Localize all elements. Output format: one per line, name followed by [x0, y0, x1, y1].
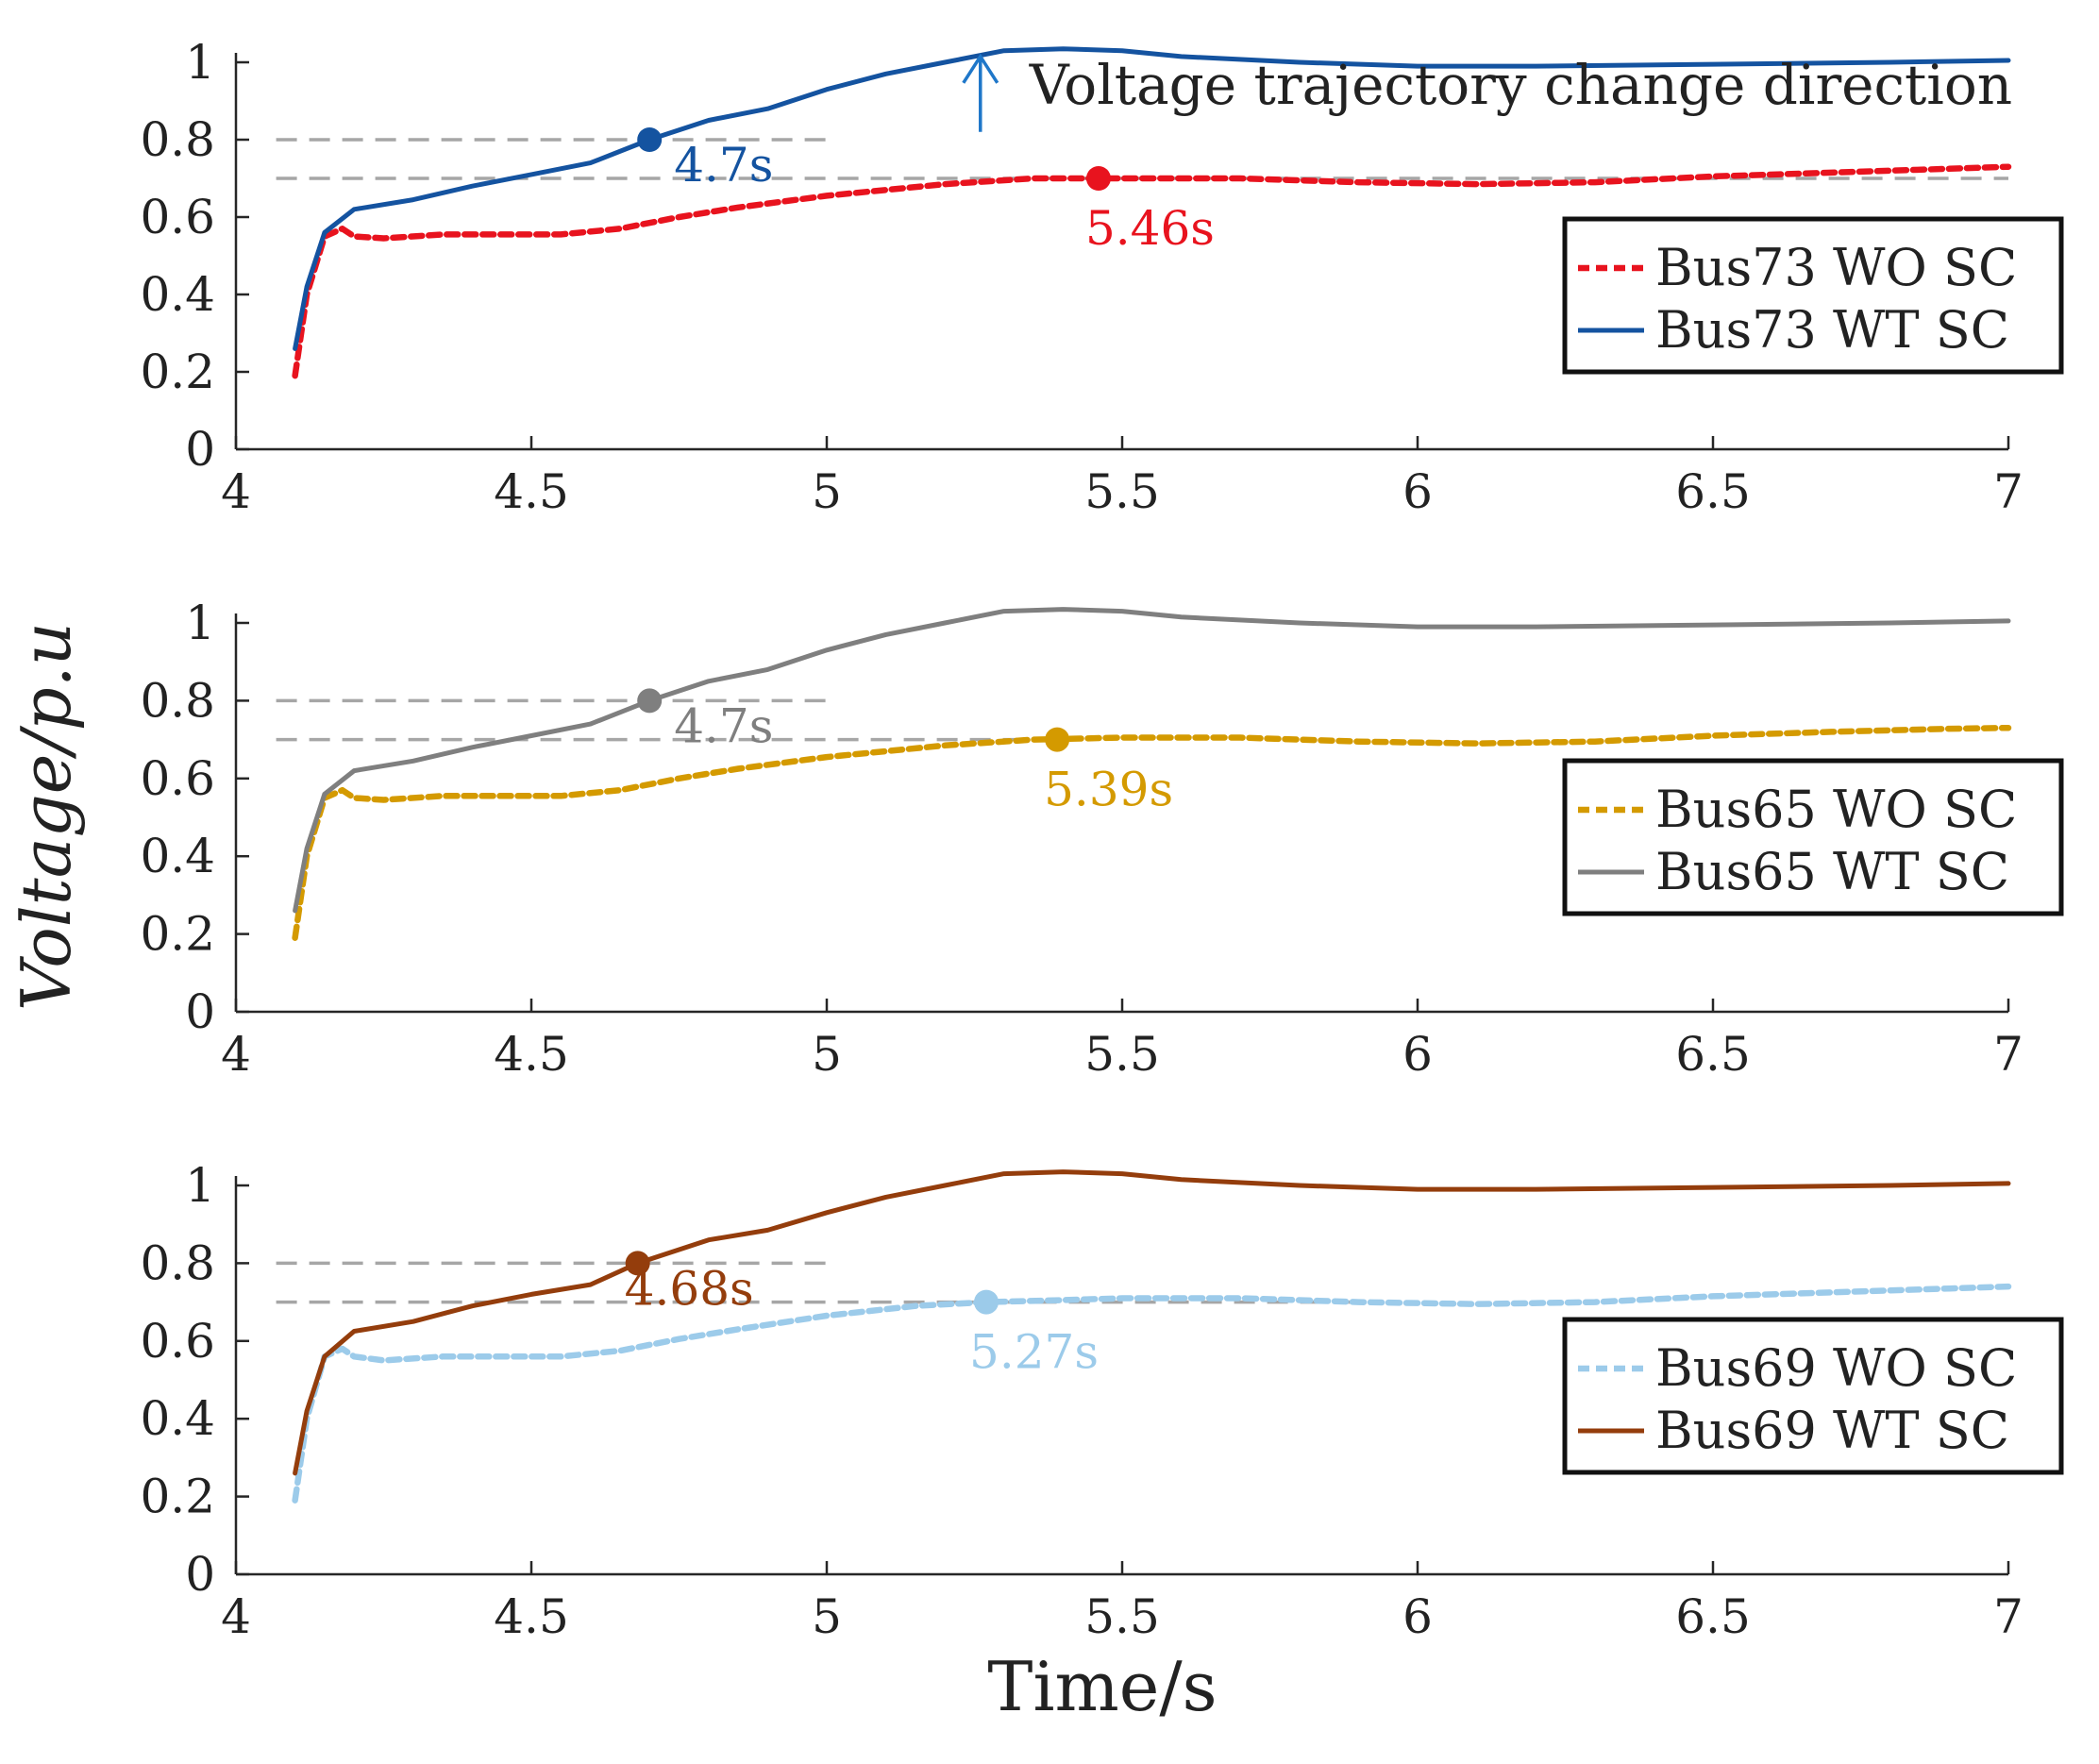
y-tick-label: 0.2	[140, 1470, 215, 1524]
series-line	[292, 1283, 2012, 1504]
x-tick-label: 6	[1402, 1589, 1433, 1644]
y-tick-label: 0.6	[140, 190, 215, 244]
marker-label: 4.7s	[674, 138, 773, 193]
x-tick-label: 6.5	[1675, 1589, 1751, 1644]
y-tick-label: 0.8	[140, 112, 215, 167]
x-axis-title: Time/s	[987, 1647, 1217, 1726]
legend-box	[1562, 758, 2064, 916]
x-tick-label: 6	[1402, 464, 1433, 519]
legend-label: Bus73 WT SC	[1655, 300, 2009, 360]
marker-label: 5.27s	[969, 1325, 1099, 1380]
y-tick-label: 0	[185, 1547, 215, 1602]
x-tick-label: 5	[812, 1589, 842, 1644]
x-tick-label: 7	[1993, 464, 2023, 519]
x-tick-label: 4.5	[494, 464, 569, 519]
chart-panel-3: 4 4.5 5 5.5 6 6.5 7 0 0.2 0.4 0.6 0.8 1 5.27s 4.68s Bus…	[140, 1158, 2064, 1644]
annotation-text: Voltage trajectory change direction	[1029, 53, 2012, 117]
x-tick-label: 6.5	[1675, 464, 1751, 519]
x-tick-label: 4	[221, 464, 251, 519]
x-tick-label: 4	[221, 1589, 251, 1644]
legend-label: Bus69 WT SC	[1655, 1401, 2009, 1460]
x-tick-label: 7	[1993, 1027, 2023, 1082]
series-marker	[1045, 727, 1070, 752]
x-tick-label: 6.5	[1675, 1027, 1751, 1082]
x-tick-label: 6	[1402, 1027, 1433, 1082]
x-tick-label: 5.5	[1084, 1027, 1160, 1082]
y-tick-label: 0	[185, 984, 215, 1039]
y-tick-label: 1	[185, 35, 215, 90]
y-tick-label: 0.4	[140, 829, 215, 883]
y-tick-label: 0.4	[140, 267, 215, 322]
x-tick-label: 4.5	[494, 1589, 569, 1644]
legend-box	[1562, 216, 2064, 375]
series-marker	[637, 127, 663, 152]
series-marker	[1085, 166, 1111, 191]
x-tick-label: 5	[812, 1027, 842, 1082]
legend-label: Bus69 WO SC	[1655, 1338, 2017, 1398]
y-tick-label: 0.6	[140, 751, 215, 806]
y-tick-label: 0.2	[140, 907, 215, 962]
series-marker	[625, 1251, 650, 1276]
x-tick-label: 5	[812, 464, 842, 519]
y-axis-title: Voltage/p.u	[7, 622, 86, 1011]
y-tick-label: 0.8	[140, 1235, 215, 1290]
chart-panel-1: 4 4.5 5 5.5 6 6.5 7 0 0.2 0.4 0.6 0.8 1 5.46s 4.7s Volt…	[140, 35, 2064, 519]
marker-label: 4.7s	[674, 698, 773, 753]
x-tick-label: 4	[221, 1027, 251, 1082]
marker-label: 4.68s	[625, 1261, 754, 1316]
series-marker	[974, 1289, 999, 1315]
y-tick-label: 0.6	[140, 1314, 215, 1369]
y-tick-label: 0.4	[140, 1391, 215, 1446]
x-tick-label: 5.5	[1084, 1589, 1160, 1644]
legend-box	[1562, 1317, 2064, 1475]
x-tick-label: 5.5	[1084, 464, 1160, 519]
x-tick-label: 7	[1993, 1589, 2023, 1644]
x-tick-label: 4.5	[494, 1027, 569, 1082]
annotation-arrow-head	[962, 53, 999, 84]
y-tick-label: 0.2	[140, 344, 215, 399]
y-tick-label: 1	[185, 596, 215, 650]
y-tick-label: 1	[185, 1158, 215, 1213]
y-tick-label: 0	[185, 422, 215, 477]
marker-label: 5.39s	[1044, 763, 1173, 817]
series-line	[293, 607, 2011, 914]
legend-label: Bus65 WO SC	[1655, 780, 2017, 839]
legend-label: Bus73 WO SC	[1655, 238, 2017, 297]
series-line	[292, 724, 2012, 941]
marker-label: 5.46s	[1085, 201, 1215, 256]
series-line	[292, 163, 2012, 379]
chart-panel-2: 4 4.5 5 5.5 6 6.5 7 0 0.2 0.4 0.6 0.8 1 5.39s 4.7s Bus6…	[140, 596, 2064, 1082]
y-tick-label: 0.8	[140, 673, 215, 728]
series-marker	[637, 688, 663, 714]
legend-label: Bus65 WT SC	[1655, 842, 2009, 901]
series-line	[293, 1169, 2011, 1476]
series-line	[293, 46, 2011, 351]
